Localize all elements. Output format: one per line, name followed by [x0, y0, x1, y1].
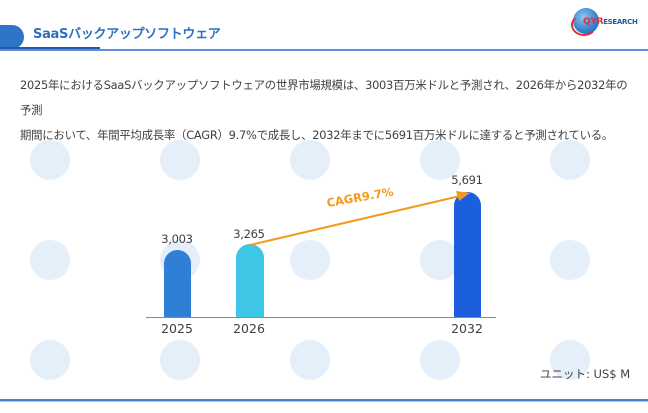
- header-divider: [0, 49, 648, 51]
- market-description: 2025年におけるSaaSバックアップソフトウェアの世界市場規模は、3003百万…: [20, 73, 632, 148]
- watermark-logo-icon: [550, 340, 596, 386]
- watermark-logo-icon: [290, 340, 336, 386]
- description-line-1: 2025年におけるSaaSバックアップソフトウェアの世界市場規模は、3003百万…: [20, 78, 628, 117]
- category-label: 2032: [451, 321, 483, 336]
- description-line-2: 期間において、年間平均成長率（CAGR）9.7%で成長し、2032年までに569…: [20, 128, 613, 142]
- watermark-logo-icon: [30, 140, 76, 186]
- watermark-logo-icon: [420, 240, 466, 286]
- unit-label: ユニット: US$ M: [540, 367, 631, 381]
- watermark-logo-icon: [290, 240, 336, 286]
- qyresearch-logo: QYRESEARCH: [571, 8, 645, 38]
- watermark-logo-icon: [30, 340, 76, 386]
- bar-2026: [236, 244, 264, 317]
- header-accent-tab: [0, 25, 24, 49]
- category-label: 2025: [161, 321, 193, 336]
- watermark-logo-icon: [160, 340, 206, 386]
- bar-2025: [164, 250, 191, 317]
- bar-value-label: 3,265: [233, 227, 265, 241]
- watermark-logo-icon: [550, 240, 596, 286]
- bar-2032: [454, 192, 481, 317]
- watermark-logo-icon: [30, 240, 76, 286]
- footer-divider: [0, 399, 648, 401]
- watermark-logo-icon: [420, 140, 466, 186]
- watermark-logo-icon: [420, 340, 466, 386]
- bar-value-label: 5,691: [451, 173, 483, 187]
- logo-ring-icon: [571, 14, 597, 36]
- watermark-logo-icon: [160, 140, 206, 186]
- bar-value-label: 3,003: [161, 232, 193, 246]
- watermark-logo-icon: [290, 140, 336, 186]
- category-label: 2026: [233, 321, 265, 336]
- watermark-logo-icon: [550, 140, 596, 186]
- footer-divider-light: [0, 401, 648, 402]
- logo-text: QYRESEARCH: [583, 17, 638, 27]
- x-axis: [146, 317, 496, 318]
- page-title: SaaSバックアップソフトウェア: [33, 27, 221, 42]
